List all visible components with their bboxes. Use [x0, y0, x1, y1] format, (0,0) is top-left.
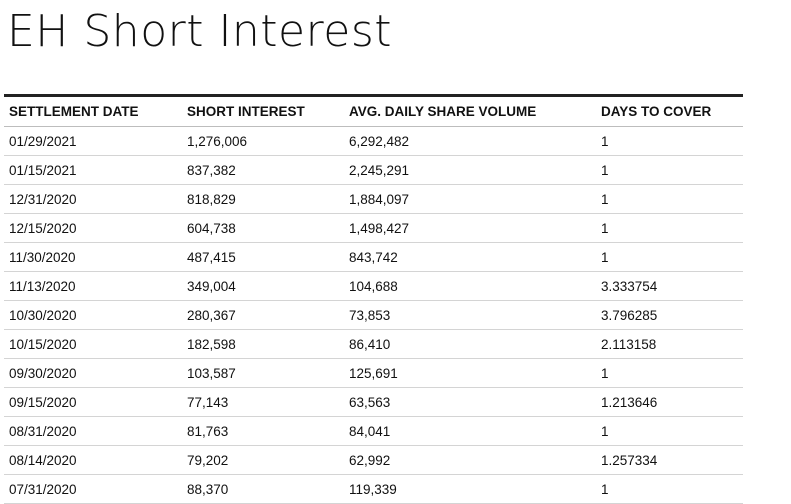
cell-settlement-date: 11/30/2020: [4, 242, 182, 272]
table-row: 09/15/2020 77,143 63,563 1.213646: [4, 387, 743, 417]
cell-days-to-cover: 1: [596, 474, 743, 504]
cell-settlement-date: 08/31/2020: [4, 416, 182, 446]
header-days-to-cover: DAYS TO COVER: [596, 94, 743, 127]
cell-days-to-cover: 1.213646: [596, 387, 743, 417]
cell-avg-daily-share-volume: 1,498,427: [344, 213, 596, 243]
cell-short-interest: 604,738: [182, 213, 344, 243]
page-title: EH Short Interest: [7, 6, 392, 57]
cell-days-to-cover: 1: [596, 155, 743, 185]
cell-short-interest: 182,598: [182, 329, 344, 359]
cell-settlement-date: 01/15/2021: [4, 155, 182, 185]
cell-short-interest: 837,382: [182, 155, 344, 185]
table-row: 07/31/2020 88,370 119,339 1: [4, 474, 743, 504]
cell-settlement-date: 01/29/2021: [4, 126, 182, 156]
cell-short-interest: 487,415: [182, 242, 344, 272]
cell-avg-daily-share-volume: 62,992: [344, 445, 596, 475]
cell-settlement-date: 10/15/2020: [4, 329, 182, 359]
cell-days-to-cover: 3.796285: [596, 300, 743, 330]
cell-avg-daily-share-volume: 6,292,482: [344, 126, 596, 156]
cell-avg-daily-share-volume: 84,041: [344, 416, 596, 446]
table-row: 08/31/2020 81,763 84,041 1: [4, 416, 743, 446]
cell-avg-daily-share-volume: 125,691: [344, 358, 596, 388]
header-settlement-date: SETTLEMENT DATE: [4, 94, 182, 127]
cell-settlement-date: 12/15/2020: [4, 213, 182, 243]
table-body: 01/29/2021 1,276,006 6,292,482 1 01/15/2021 8…: [4, 126, 743, 504]
cell-settlement-date: 11/13/2020: [4, 271, 182, 301]
cell-days-to-cover: 1: [596, 416, 743, 446]
cell-days-to-cover: 1: [596, 242, 743, 272]
short-interest-table: SETTLEMENT DATE SHORT INTEREST AVG. DAIL…: [4, 94, 743, 504]
cell-settlement-date: 07/31/2020: [4, 474, 182, 504]
table-row: 01/15/2021 837,382 2,245,291 1: [4, 155, 743, 185]
cell-avg-daily-share-volume: 104,688: [344, 271, 596, 301]
cell-days-to-cover: 1: [596, 184, 743, 214]
cell-settlement-date: 08/14/2020: [4, 445, 182, 475]
table-row: 11/30/2020 487,415 843,742 1: [4, 242, 743, 272]
cell-days-to-cover: 1: [596, 358, 743, 388]
table-row: 08/14/2020 79,202 62,992 1.257334: [4, 445, 743, 475]
cell-days-to-cover: 1.257334: [596, 445, 743, 475]
cell-days-to-cover: 1: [596, 126, 743, 156]
cell-days-to-cover: 3.333754: [596, 271, 743, 301]
cell-avg-daily-share-volume: 843,742: [344, 242, 596, 272]
cell-short-interest: 81,763: [182, 416, 344, 446]
cell-avg-daily-share-volume: 119,339: [344, 474, 596, 504]
cell-short-interest: 88,370: [182, 474, 344, 504]
cell-short-interest: 103,587: [182, 358, 344, 388]
header-avg-daily-share-volume: AVG. DAILY SHARE VOLUME: [344, 94, 596, 127]
cell-settlement-date: 09/15/2020: [4, 387, 182, 417]
cell-short-interest: 349,004: [182, 271, 344, 301]
cell-settlement-date: 09/30/2020: [4, 358, 182, 388]
cell-days-to-cover: 1: [596, 213, 743, 243]
cell-short-interest: 280,367: [182, 300, 344, 330]
cell-settlement-date: 10/30/2020: [4, 300, 182, 330]
table-header: SETTLEMENT DATE SHORT INTEREST AVG. DAIL…: [4, 94, 743, 127]
table-row: 09/30/2020 103,587 125,691 1: [4, 358, 743, 388]
cell-short-interest: 79,202: [182, 445, 344, 475]
cell-avg-daily-share-volume: 86,410: [344, 329, 596, 359]
cell-avg-daily-share-volume: 73,853: [344, 300, 596, 330]
cell-short-interest: 1,276,006: [182, 126, 344, 156]
cell-days-to-cover: 2.113158: [596, 329, 743, 359]
cell-short-interest: 77,143: [182, 387, 344, 417]
cell-settlement-date: 12/31/2020: [4, 184, 182, 214]
table-row: 10/15/2020 182,598 86,410 2.113158: [4, 329, 743, 359]
table-row: 12/15/2020 604,738 1,498,427 1: [4, 213, 743, 243]
cell-short-interest: 818,829: [182, 184, 344, 214]
table-row: 12/31/2020 818,829 1,884,097 1: [4, 184, 743, 214]
header-row: SETTLEMENT DATE SHORT INTEREST AVG. DAIL…: [4, 94, 743, 127]
table-row: 01/29/2021 1,276,006 6,292,482 1: [4, 126, 743, 156]
table-row: 10/30/2020 280,367 73,853 3.796285: [4, 300, 743, 330]
table-row: 11/13/2020 349,004 104,688 3.333754: [4, 271, 743, 301]
cell-avg-daily-share-volume: 2,245,291: [344, 155, 596, 185]
cell-avg-daily-share-volume: 63,563: [344, 387, 596, 417]
cell-avg-daily-share-volume: 1,884,097: [344, 184, 596, 214]
header-short-interest: SHORT INTEREST: [182, 94, 344, 127]
